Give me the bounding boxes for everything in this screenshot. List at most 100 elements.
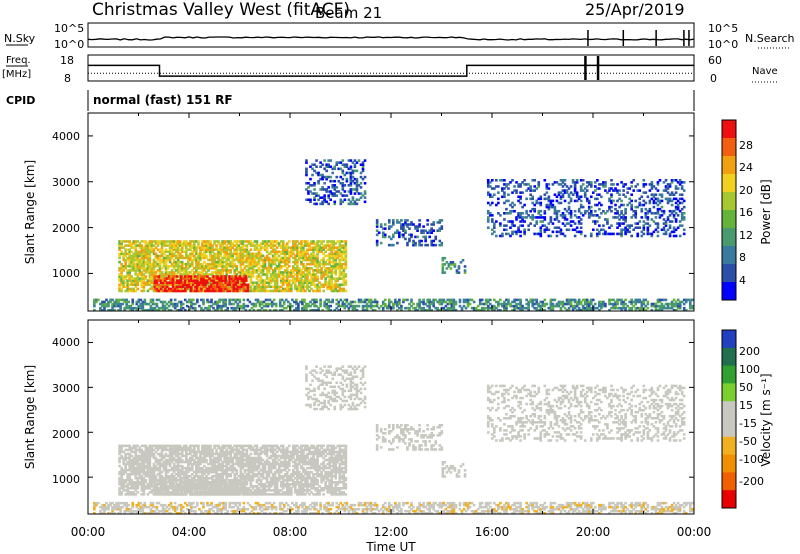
power-cell <box>511 179 514 182</box>
power-cell <box>140 275 144 278</box>
power-cell <box>630 302 633 306</box>
power-cell <box>365 308 369 312</box>
freq-right-tick-bottom: 0 <box>710 72 717 85</box>
power-cell <box>196 281 199 284</box>
power-cell <box>511 304 514 308</box>
freq-panel: Freq. [MHz] 18 8 60 0 Nave <box>2 54 778 85</box>
power-cell <box>543 302 547 306</box>
power-cell <box>682 218 686 221</box>
power-cell <box>656 197 660 201</box>
power-cell <box>585 300 589 304</box>
power-cell <box>235 248 239 251</box>
power-cell <box>190 287 193 291</box>
power-cell <box>445 261 449 264</box>
power-cell <box>310 281 313 284</box>
power-cell <box>646 228 650 232</box>
power-cell <box>294 254 297 258</box>
power-cell <box>328 287 331 291</box>
power-cell <box>300 285 303 289</box>
power-cell <box>480 308 484 312</box>
power-cell <box>317 198 320 202</box>
power-cell <box>567 222 571 225</box>
power-cell <box>148 256 152 260</box>
power-cell <box>563 207 567 211</box>
power-cell <box>640 302 644 306</box>
velocity-cell <box>130 491 134 494</box>
power-cell <box>333 200 337 204</box>
power-cell <box>315 298 318 302</box>
power-cell <box>340 258 344 262</box>
power-cell <box>265 267 269 270</box>
power-cell <box>306 281 309 284</box>
power-panel: 4000 3000 2000 1000 Slant Range [km] <box>23 112 695 312</box>
power-cell <box>620 203 623 207</box>
power-cell <box>408 239 411 243</box>
power-cell <box>287 273 291 276</box>
power-cell <box>182 250 186 254</box>
power-cell <box>527 183 530 186</box>
power-cell <box>688 298 692 302</box>
power-cell <box>448 300 452 304</box>
velocity-cell <box>118 448 121 452</box>
power-cell <box>338 289 342 293</box>
power-cell <box>249 273 253 276</box>
power-cell <box>190 298 193 302</box>
power-cell <box>239 271 243 274</box>
power-cell <box>569 302 573 306</box>
power-cell <box>547 228 551 232</box>
power-cell <box>529 189 532 192</box>
power-cell <box>579 212 583 215</box>
power-cell <box>138 271 142 274</box>
power-cell <box>273 267 277 270</box>
power-cell <box>638 201 642 205</box>
power-cell <box>369 298 373 302</box>
velocity-cell <box>120 483 123 486</box>
power-cell <box>235 264 239 268</box>
power-cell <box>281 287 285 291</box>
power-cell <box>126 281 129 284</box>
power-cell <box>144 267 148 270</box>
power-cell <box>486 226 490 229</box>
power-cell <box>630 199 633 203</box>
power-cell <box>143 300 147 304</box>
power-cell <box>122 264 125 268</box>
power-cell <box>294 242 297 245</box>
power-cell <box>310 252 313 256</box>
power-cell <box>337 179 341 183</box>
power-cell <box>237 240 241 243</box>
power-cell <box>666 199 670 203</box>
power-cell <box>412 241 415 245</box>
power-cell <box>222 279 225 282</box>
power-cell <box>169 298 173 302</box>
velocity-cell <box>146 452 150 456</box>
power-cell <box>535 216 539 219</box>
power-cell <box>644 201 648 205</box>
power-cell <box>148 240 152 243</box>
power-cell <box>288 302 292 306</box>
power-cell <box>636 306 640 310</box>
power-cell <box>211 254 214 258</box>
power-cell <box>527 304 530 308</box>
power-cell <box>160 267 164 270</box>
power-cell <box>275 275 279 278</box>
power-cell <box>375 223 379 226</box>
power-cell <box>676 214 680 217</box>
power-cell <box>443 263 447 266</box>
power-cell <box>565 218 569 221</box>
power-cell <box>273 285 277 289</box>
power-cell <box>166 256 170 260</box>
power-cell <box>150 242 154 245</box>
power-cell <box>457 267 461 270</box>
power-cell <box>513 189 516 192</box>
power-cell <box>521 191 524 194</box>
velocity-cell <box>144 456 148 460</box>
power-cell <box>575 195 579 199</box>
power-cell <box>247 269 251 272</box>
velocity-cell <box>118 487 121 490</box>
power-cell <box>154 256 158 260</box>
power-cell <box>277 254 281 258</box>
power-cell <box>577 298 581 302</box>
power-cell <box>539 234 543 238</box>
power-cell <box>204 275 207 278</box>
power-cell <box>406 243 409 247</box>
